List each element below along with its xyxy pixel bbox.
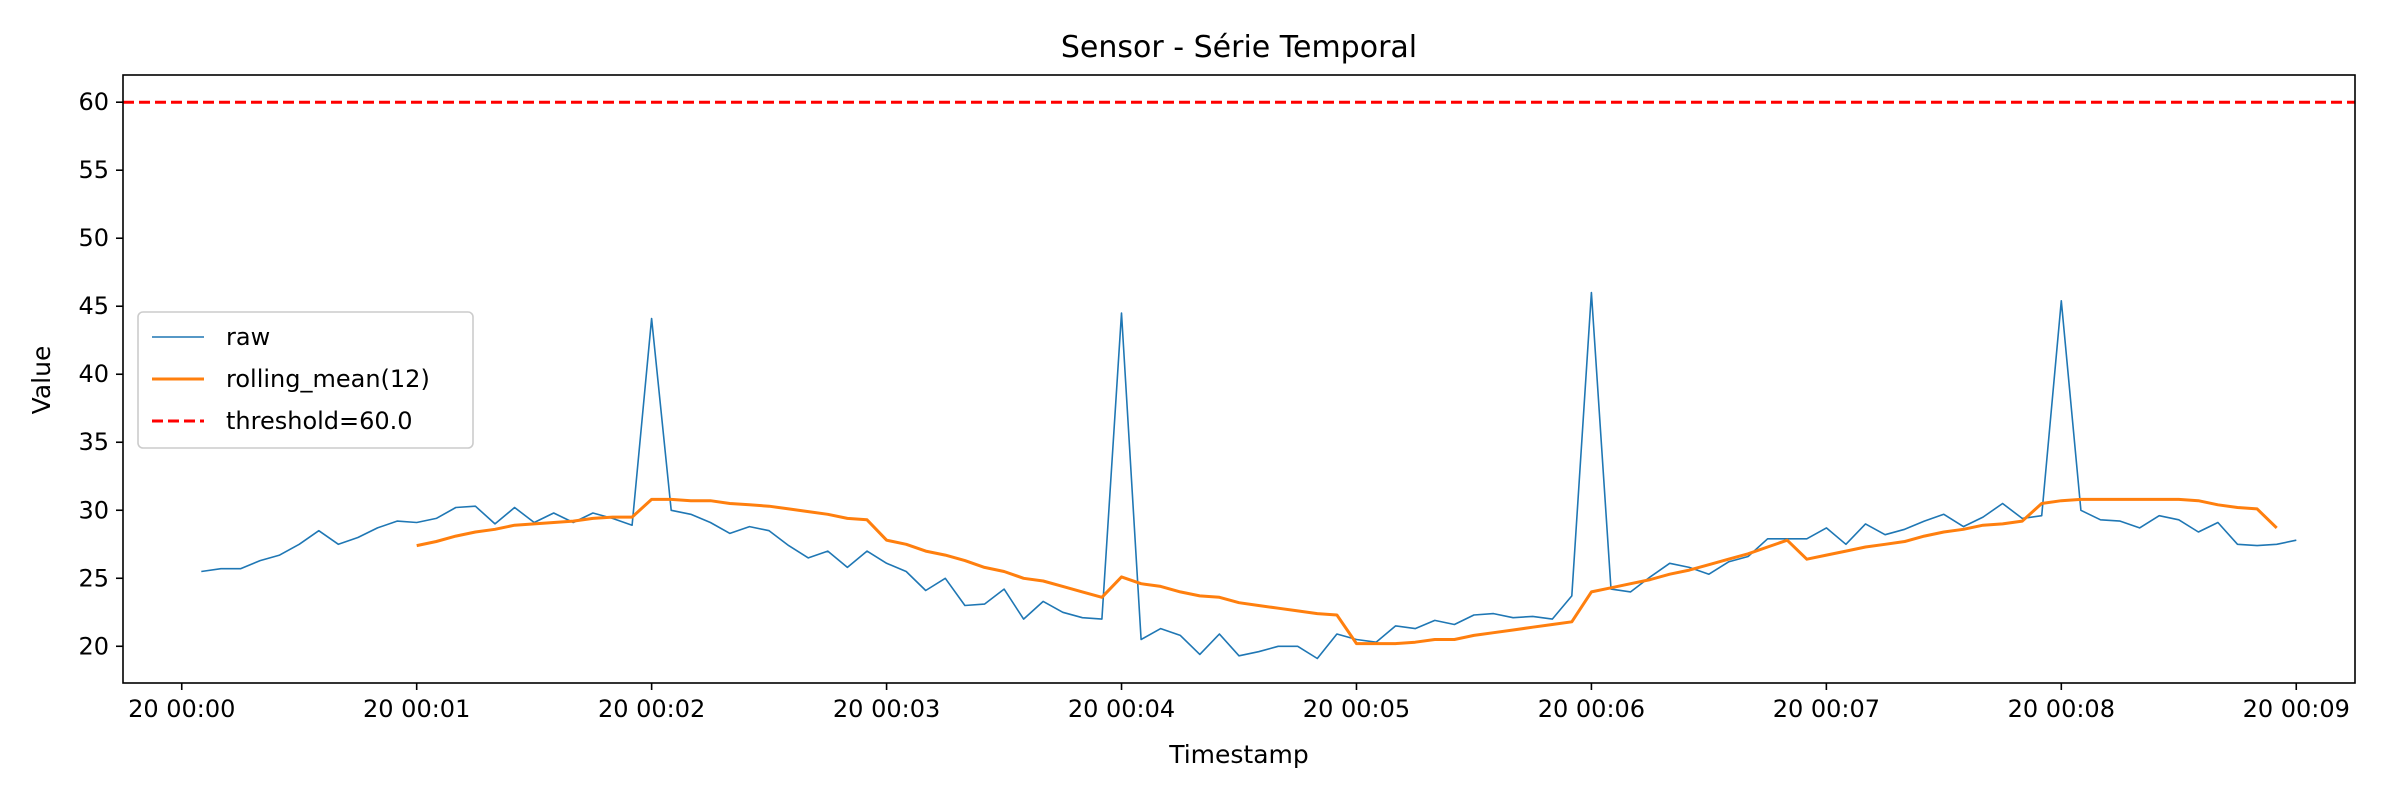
x-tick-label: 20 00:02 — [598, 695, 705, 723]
x-tick-label: 20 00:05 — [1303, 695, 1410, 723]
y-tick-label: 35 — [78, 428, 109, 456]
x-tick-label: 20 00:01 — [363, 695, 470, 723]
y-axis: 20 25 30 35 40 45 50 55 60 — [78, 88, 123, 660]
y-tick-label: 20 — [78, 632, 109, 660]
plot-content — [123, 100, 2355, 660]
x-tick-label: 20 00:04 — [1068, 695, 1175, 723]
x-axis: 20 00:00 20 00:01 20 00:02 20 00:03 20 00:04… — [128, 683, 2350, 723]
series-line-raw — [201, 291, 2297, 660]
y-tick-label: 30 — [78, 496, 109, 524]
x-tick-label: 20 00:08 — [2008, 695, 2115, 723]
plot-frame — [122, 74, 2356, 684]
chart-title: Sensor - Série Temporal — [1061, 30, 1417, 65]
y-tick-label: 45 — [78, 292, 109, 320]
legend-label: threshold=60.0 — [226, 407, 413, 435]
x-tick-label: 20 00:00 — [128, 695, 235, 723]
y-tick-label: 25 — [78, 564, 109, 592]
x-tick-label: 20 00:09 — [2243, 695, 2350, 723]
legend: raw rolling_mean(12) threshold=60.0 — [137, 311, 474, 449]
legend-label: rolling_mean(12) — [226, 365, 430, 393]
series-line-rolling-mean-12 — [416, 497, 2278, 646]
legend-label: raw — [226, 323, 270, 351]
y-tick-label: 50 — [78, 224, 109, 252]
y-tick-label: 60 — [78, 88, 109, 116]
x-tick-label: 20 00:07 — [1773, 695, 1880, 723]
x-tick-label: 20 00:06 — [1538, 695, 1645, 723]
legend-box — [137, 311, 474, 449]
x-tick-label: 20 00:03 — [833, 695, 940, 723]
x-axis-label: Timestamp — [1168, 740, 1309, 769]
y-tick-label: 40 — [78, 360, 109, 388]
y-tick-label: 55 — [78, 156, 109, 184]
plot-area — [122, 74, 2356, 684]
y-axis-label: Value — [27, 346, 56, 415]
